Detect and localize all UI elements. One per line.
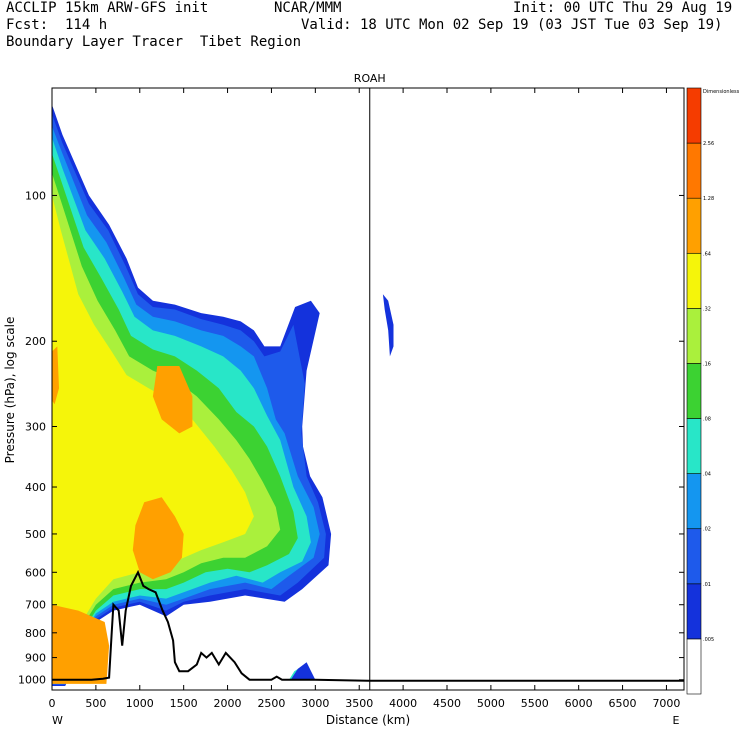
colorbar-swatch-3 xyxy=(686,473,702,530)
y-tick-label-8: 200 xyxy=(25,335,46,348)
y-axis-label: Pressure (hPa), log scale xyxy=(3,317,17,464)
x-tick-label-5: 2500 xyxy=(257,697,285,710)
colorbar-label-10: Dimensionless xyxy=(703,89,740,95)
colorbar-label-6: .32 xyxy=(703,306,711,312)
tracer-region-8 xyxy=(152,366,193,434)
tracer-region-12 xyxy=(290,662,316,680)
y-tick-label-9: 100 xyxy=(25,189,46,202)
y-tick-label-3: 700 xyxy=(25,599,46,612)
tracer-region-10 xyxy=(52,346,59,405)
colorbar: .005 .01 .02 .04 .08 .16 .32 .64 1.28 2.56 Dimensi… xyxy=(686,87,740,695)
colorbar-label-4: .08 xyxy=(703,417,711,423)
colorbar-swatch-2 xyxy=(686,528,702,585)
x-end-label-east: E xyxy=(673,714,680,727)
y-axis: 1000 900 800 700 600 500 400 300 200 100 xyxy=(18,189,684,687)
x-tick-label-7: 3500 xyxy=(345,697,373,710)
colorbar-swatch-7 xyxy=(686,252,702,309)
x-axis: 0 500 1000 1500 2000 2500 3000 3500 4000 4500 5000… xyxy=(49,88,680,710)
terrain-profile xyxy=(52,569,684,682)
tracer-region-7 xyxy=(132,497,184,580)
x-tick-label-11: 5500 xyxy=(521,697,549,710)
y-tick-label-1: 900 xyxy=(25,652,46,665)
station-marker-label: ROAH xyxy=(354,72,386,85)
x-tick-label-10: 5000 xyxy=(477,697,505,710)
x-tick-label-13: 6500 xyxy=(609,697,637,710)
station-marker: ROAH xyxy=(354,72,386,690)
x-tick-label-2: 1000 xyxy=(126,697,154,710)
plot-frame xyxy=(51,87,685,691)
terrain-line xyxy=(52,569,684,682)
colorbar-label-1: .01 xyxy=(703,582,711,588)
y-tick-label-0: 1000 xyxy=(18,674,46,687)
x-tick-label-1: 500 xyxy=(85,697,106,710)
x-axis-label: Distance (km) xyxy=(326,713,410,727)
y-tick-label-2: 800 xyxy=(25,627,46,640)
colorbar-swatch-4 xyxy=(686,418,702,474)
tracer-region-6 xyxy=(52,195,254,676)
header-left-3: Boundary Layer Tracer Tibet Region xyxy=(6,34,302,50)
colorbar-swatch-10 xyxy=(686,87,702,144)
y-tick-label-7: 300 xyxy=(25,421,46,434)
x-tick-label-0: 0 xyxy=(49,697,56,710)
x-tick-label-12: 6000 xyxy=(565,697,593,710)
x-tick-label-9: 4500 xyxy=(433,697,461,710)
colorbar-label-0: .005 xyxy=(703,637,714,643)
header-right-2: Valid: 18 UTC Mon 02 Sep 19 (03 JST Tue … xyxy=(301,17,723,33)
tracer-region-13 xyxy=(382,294,394,357)
y-tick-label-6: 400 xyxy=(25,481,46,494)
x-tick-label-14: 7000 xyxy=(652,697,680,710)
colorbar-swatch-5 xyxy=(686,363,702,419)
header-left-2: Fcst: 114 h xyxy=(6,17,108,33)
colorbar-label-7: .64 xyxy=(703,251,711,257)
x-end-label-west: W xyxy=(52,714,63,727)
y-tick-label-5: 500 xyxy=(25,528,46,541)
colorbar-swatch-9 xyxy=(686,142,702,199)
x-tick-label-8: 4000 xyxy=(389,697,417,710)
colorbar-swatch-0 xyxy=(686,638,702,695)
colorbar-swatch-1 xyxy=(686,583,702,640)
x-tick-label-6: 3000 xyxy=(301,697,329,710)
y-tick-label-4: 600 xyxy=(25,566,46,579)
colorbar-label-9: 2.56 xyxy=(703,141,714,147)
tracer-regions xyxy=(52,104,394,687)
colorbar-label-3: .04 xyxy=(703,472,711,478)
x-tick-label-4: 2000 xyxy=(214,697,242,710)
colorbar-swatch-8 xyxy=(686,197,702,254)
tracer-region-9 xyxy=(52,604,110,684)
colorbar-label-2: .02 xyxy=(703,527,711,533)
header-mid-1: NCAR/MMM xyxy=(274,0,342,16)
x-tick-label-3: 1500 xyxy=(170,697,198,710)
colorbar-label-8: 1.28 xyxy=(703,196,714,202)
colorbar-swatch-6 xyxy=(686,308,702,364)
colorbar-label-5: .16 xyxy=(703,361,711,367)
header-left-1: ACCLIP 15km ARW-GFS init xyxy=(6,0,209,16)
header-right-1: Init: 00 UTC Thu 29 Aug 19 xyxy=(513,0,733,16)
